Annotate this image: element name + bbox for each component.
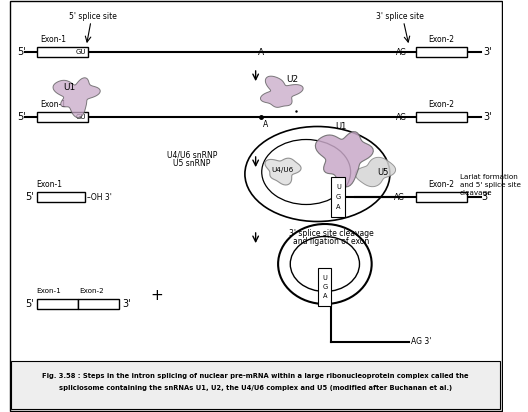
Text: U4/U6 snRNP: U4/U6 snRNP [167, 150, 217, 159]
Text: A: A [323, 293, 327, 299]
Text: Exon-2: Exon-2 [428, 35, 454, 44]
Text: 5' splice site: 5' splice site [69, 12, 117, 21]
FancyBboxPatch shape [37, 299, 78, 309]
FancyBboxPatch shape [318, 268, 332, 306]
Text: U1: U1 [63, 82, 76, 91]
Text: U4/U6: U4/U6 [272, 167, 294, 173]
Text: +: + [150, 288, 163, 304]
Polygon shape [355, 157, 395, 187]
Polygon shape [260, 76, 303, 108]
Text: GU: GU [76, 114, 86, 120]
Text: Exon-2: Exon-2 [79, 288, 103, 294]
Text: AG: AG [396, 112, 407, 122]
Polygon shape [265, 158, 301, 185]
Text: Lariat formation: Lariat formation [459, 174, 517, 180]
Text: 5': 5' [25, 299, 34, 309]
FancyBboxPatch shape [37, 47, 88, 57]
Polygon shape [53, 78, 100, 118]
FancyBboxPatch shape [12, 361, 500, 409]
Text: Exon-1: Exon-1 [41, 35, 67, 44]
Text: –OH 3': –OH 3' [87, 192, 112, 201]
FancyBboxPatch shape [37, 192, 86, 202]
FancyBboxPatch shape [332, 177, 345, 217]
FancyBboxPatch shape [416, 192, 467, 202]
Text: 5': 5' [17, 47, 26, 57]
FancyBboxPatch shape [416, 47, 467, 57]
Text: U2: U2 [286, 75, 298, 84]
FancyBboxPatch shape [78, 299, 119, 309]
Polygon shape [315, 132, 373, 187]
Text: AG: AG [396, 47, 407, 56]
Text: U5 snRNP: U5 snRNP [173, 159, 211, 168]
Text: Fig. 3.58 : Steps in the intron splicing of nuclear pre-mRNA within a large ribo: Fig. 3.58 : Steps in the intron splicing… [42, 373, 469, 379]
Text: 3': 3' [482, 192, 490, 202]
Text: 3' splice site: 3' splice site [376, 12, 423, 21]
Text: 3': 3' [483, 112, 492, 122]
Text: 5': 5' [17, 112, 26, 122]
Text: 3': 3' [483, 47, 492, 57]
Text: AG 3': AG 3' [411, 337, 431, 346]
Text: GU: GU [76, 49, 86, 55]
Text: Exon-1: Exon-1 [37, 288, 61, 294]
Text: 3' splice site cleavage: 3' splice site cleavage [289, 229, 374, 237]
Text: 5': 5' [25, 192, 34, 202]
Text: U5: U5 [377, 168, 389, 176]
Text: G: G [322, 284, 327, 290]
Text: Exon-2: Exon-2 [428, 180, 454, 189]
Text: G: G [336, 194, 341, 200]
Text: AG: AG [394, 192, 405, 201]
Text: A: A [263, 119, 268, 129]
Text: Exon-1: Exon-1 [41, 100, 67, 108]
FancyBboxPatch shape [416, 112, 467, 122]
Text: Exon-1: Exon-1 [37, 180, 63, 189]
FancyBboxPatch shape [37, 112, 88, 122]
Text: and 5' splice site: and 5' splice site [459, 182, 521, 188]
Text: U1: U1 [335, 122, 346, 131]
Text: Exon-2: Exon-2 [428, 100, 454, 108]
Text: 3': 3' [123, 299, 131, 309]
Text: A: A [336, 204, 341, 210]
Text: and ligation of exon: and ligation of exon [294, 236, 370, 246]
Text: cleavage: cleavage [459, 190, 492, 196]
Text: U: U [336, 184, 341, 190]
Text: spliciosome containing the snRNAs U1, U2, the U4/U6 complex and U5 (modified aft: spliciosome containing the snRNAs U1, U2… [59, 385, 452, 391]
Text: A: A [258, 47, 265, 56]
Text: U: U [323, 275, 327, 281]
